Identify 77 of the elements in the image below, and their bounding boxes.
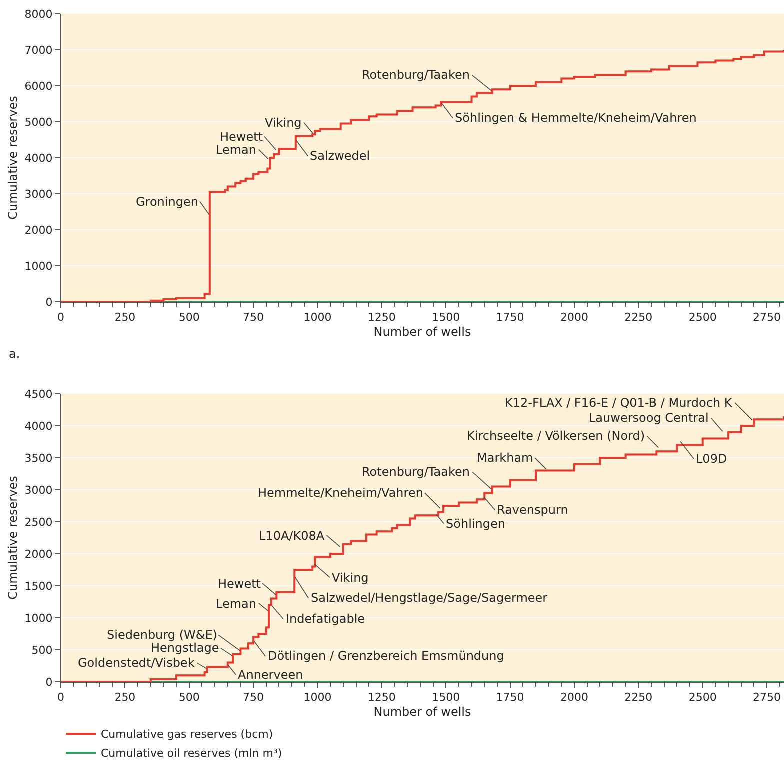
annotation: Hemmelte/Kneheim/Vahren: [258, 486, 424, 500]
y-tick-label: 2000: [24, 548, 53, 561]
x-tick-label: 2750: [753, 691, 782, 704]
x-tick-label: 250: [114, 691, 136, 704]
x-axis-title: Number of wells: [374, 705, 472, 720]
x-tick-label: 1250: [368, 311, 396, 324]
annotation: Indefatigable: [286, 612, 366, 626]
annotation: K12-FLAX / F16-E / Q01-B / Murdoch K: [505, 396, 734, 410]
annotation: Hewett: [218, 577, 262, 591]
y-tick-label: 0: [46, 676, 53, 689]
y-tick-label: 3000: [24, 484, 53, 497]
y-tick-label: 2000: [24, 224, 53, 237]
x-tick-label: 500: [178, 311, 200, 324]
annotation: Viking: [265, 116, 302, 130]
annotation: Söhlingen: [446, 517, 506, 531]
y-tick-label: 2500: [24, 516, 53, 529]
y-tick-label: 4000: [24, 420, 53, 433]
y-tick-label: 7000: [24, 44, 53, 57]
x-tick-label: 500: [178, 691, 200, 704]
x-tick-label: 1500: [432, 691, 460, 704]
y-tick-label: 1500: [24, 580, 53, 593]
annotation: Lauwersoog Central: [589, 411, 709, 425]
annotation: Rotenburg/Taaken: [362, 465, 470, 479]
x-tick-label: 2250: [624, 311, 653, 324]
annotation: Dötlingen / Grenzbereich Emsmündung: [268, 649, 504, 663]
x-tick-label: 1750: [496, 311, 524, 324]
annotation: Söhlingen & Hemmelte/Kneheim/Vahren: [455, 111, 697, 125]
y-tick-label: 4000: [24, 152, 53, 165]
annotation: L09D: [696, 452, 728, 466]
annotation: Salzwedel: [310, 149, 370, 163]
annotation: Hewett: [220, 130, 264, 144]
x-axis-title: Number of wells: [374, 325, 472, 340]
annotation: Kirchseelte / Völkersen (Nord): [467, 429, 646, 443]
annotation: Goldenstedt/Visbek: [78, 656, 195, 670]
x-tick-label: 0: [58, 691, 64, 704]
y-tick-label: 3500: [24, 452, 53, 465]
y-tick-label: 3000: [24, 188, 53, 201]
x-tick-label: 2000: [560, 691, 588, 704]
annotation: Groningen: [136, 195, 198, 209]
x-tick-label: 250: [114, 311, 136, 324]
y-tick-label: 1000: [24, 260, 53, 273]
y-tick-label: 5000: [24, 116, 53, 129]
y-axis-title: Cumulative reserves: [6, 96, 20, 220]
annotation: L10A/K08A: [259, 529, 326, 543]
legend-label: Cumulative gas reserves (bcm): [101, 728, 274, 742]
x-tick-label: 2500: [688, 311, 717, 324]
y-tick-label: 4500: [24, 388, 53, 401]
x-tick-label: 2500: [688, 691, 717, 704]
y-axis-title: Cumulative reserves: [6, 476, 20, 600]
x-tick-label: 0: [58, 311, 64, 324]
annotation: Ravenspurn: [497, 503, 568, 517]
x-tick-label: 1250: [368, 691, 396, 704]
x-tick-label: 2000: [560, 311, 588, 324]
annotation: Leman: [216, 143, 257, 157]
annotation: Salzwedel/Hengstlage/Sage/Sagermeer: [311, 591, 548, 605]
y-tick-label: 6000: [24, 80, 53, 93]
x-tick-label: 750: [243, 311, 264, 324]
y-tick-label: 8000: [24, 8, 53, 21]
text: a.: [9, 347, 20, 361]
annotation: Viking: [332, 571, 369, 585]
annotation: Leman: [216, 597, 257, 611]
x-tick-label: 1500: [432, 311, 460, 324]
x-tick-label: 1750: [496, 691, 524, 704]
legend-label: Cumulative oil reserves (mln m³): [101, 747, 282, 760]
annotation: Hengstlage: [151, 641, 220, 655]
x-tick-label: 750: [243, 691, 264, 704]
x-tick-label: 1000: [304, 311, 332, 324]
x-tick-label: 2250: [624, 691, 653, 704]
annotation: Siedenburg (W&E): [107, 628, 218, 642]
y-tick-label: 0: [46, 296, 53, 309]
annotation: Annerveen: [238, 668, 304, 682]
annotation: Rotenburg/Taaken: [362, 68, 470, 82]
y-tick-label: 500: [32, 644, 53, 657]
x-tick-label: 1000: [304, 691, 332, 704]
annotation: Markham: [477, 451, 534, 465]
x-tick-label: 2750: [753, 311, 782, 324]
y-tick-label: 1000: [24, 612, 53, 625]
